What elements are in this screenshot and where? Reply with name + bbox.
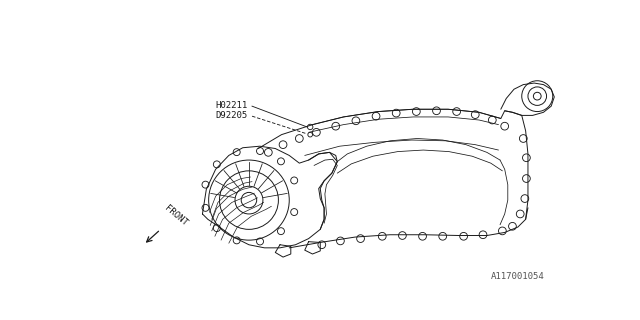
Text: A117001054: A117001054 — [491, 272, 545, 281]
Text: D92205: D92205 — [216, 111, 248, 120]
Text: H02211: H02211 — [216, 101, 248, 110]
Text: FRONT: FRONT — [163, 204, 189, 228]
